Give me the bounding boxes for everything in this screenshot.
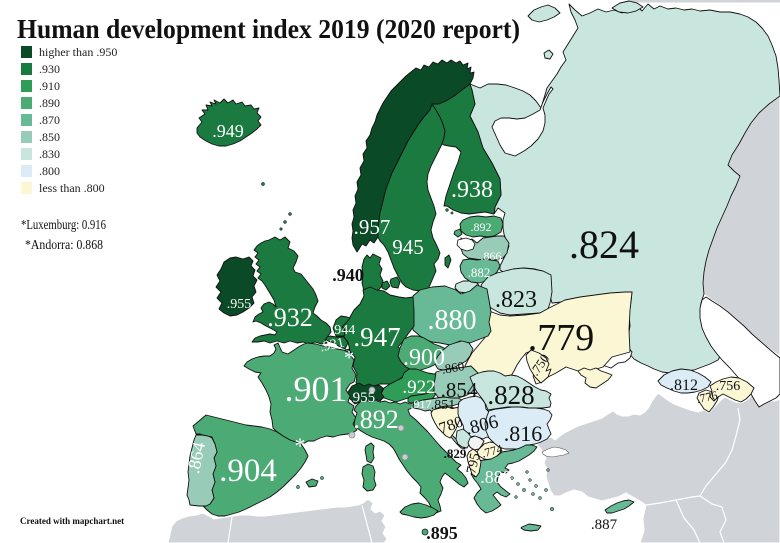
- svg-text:.887: .887: [591, 517, 618, 533]
- svg-text:.931: .931: [319, 336, 346, 356]
- svg-text:.823: .823: [495, 287, 537, 313]
- svg-text:*: *: [344, 347, 354, 369]
- svg-text:*Luxemburg: 0.916: *Luxemburg: 0.916: [21, 217, 106, 232]
- svg-text:.812: .812: [670, 377, 698, 394]
- svg-text:.917: .917: [411, 397, 432, 411]
- svg-text:.854: .854: [441, 378, 478, 402]
- svg-text:.870: .870: [39, 113, 60, 127]
- svg-text:*Andorra: 0.868: *Andorra: 0.868: [25, 237, 103, 252]
- svg-text:.955: .955: [227, 297, 252, 312]
- svg-text:.892: .892: [471, 220, 492, 234]
- svg-text:.932: .932: [267, 303, 313, 332]
- svg-text:.776: .776: [695, 388, 718, 406]
- svg-text:.947: .947: [353, 322, 400, 352]
- svg-text:.795: .795: [464, 452, 484, 479]
- svg-text:.957: .957: [354, 215, 391, 239]
- svg-text:.824: .824: [569, 222, 639, 267]
- svg-text:.940: .940: [332, 265, 364, 285]
- svg-text:.850: .850: [39, 130, 60, 144]
- svg-text:less than .800: less than .800: [39, 181, 105, 195]
- svg-text:.910: .910: [39, 79, 60, 93]
- svg-text:.904: .904: [219, 453, 277, 489]
- svg-text:.851: .851: [431, 398, 456, 413]
- svg-text:higher than .950: higher than .950: [39, 45, 117, 59]
- svg-text:.944: .944: [331, 323, 356, 338]
- svg-text:.949: .949: [212, 121, 244, 141]
- svg-text:.922: .922: [402, 377, 435, 398]
- svg-text:Human development index 2019 (: Human development index 2019 (2020 repor…: [17, 14, 520, 44]
- svg-text:.895: .895: [426, 523, 458, 543]
- svg-text:.828: .828: [487, 380, 534, 410]
- svg-text:.930: .930: [39, 62, 60, 76]
- svg-text:.800: .800: [39, 164, 60, 178]
- svg-text:.892: .892: [353, 405, 399, 434]
- svg-text:945: 945: [392, 235, 424, 259]
- svg-text:.888: .888: [480, 467, 512, 487]
- svg-text:.900: .900: [403, 345, 445, 371]
- svg-text:.955: .955: [349, 390, 375, 406]
- svg-text:.860: .860: [440, 358, 465, 377]
- svg-text:.830: .830: [39, 147, 60, 161]
- svg-text:.756: .756: [716, 379, 741, 394]
- svg-text:.774: .774: [480, 442, 504, 461]
- svg-text:.890: .890: [39, 96, 60, 110]
- svg-text:.779: .779: [528, 317, 595, 359]
- svg-text:.882: .882: [468, 265, 491, 280]
- svg-text:.938: .938: [451, 177, 493, 203]
- svg-text:*: *: [295, 433, 306, 458]
- svg-text:.816: .816: [504, 421, 543, 446]
- svg-text:.901: .901: [285, 369, 348, 409]
- svg-text:Created with mapchart.net: Created with mapchart.net: [20, 516, 124, 526]
- svg-text:.829: .829: [444, 446, 467, 461]
- svg-text:.880: .880: [428, 305, 477, 336]
- svg-text:.866: .866: [481, 249, 502, 263]
